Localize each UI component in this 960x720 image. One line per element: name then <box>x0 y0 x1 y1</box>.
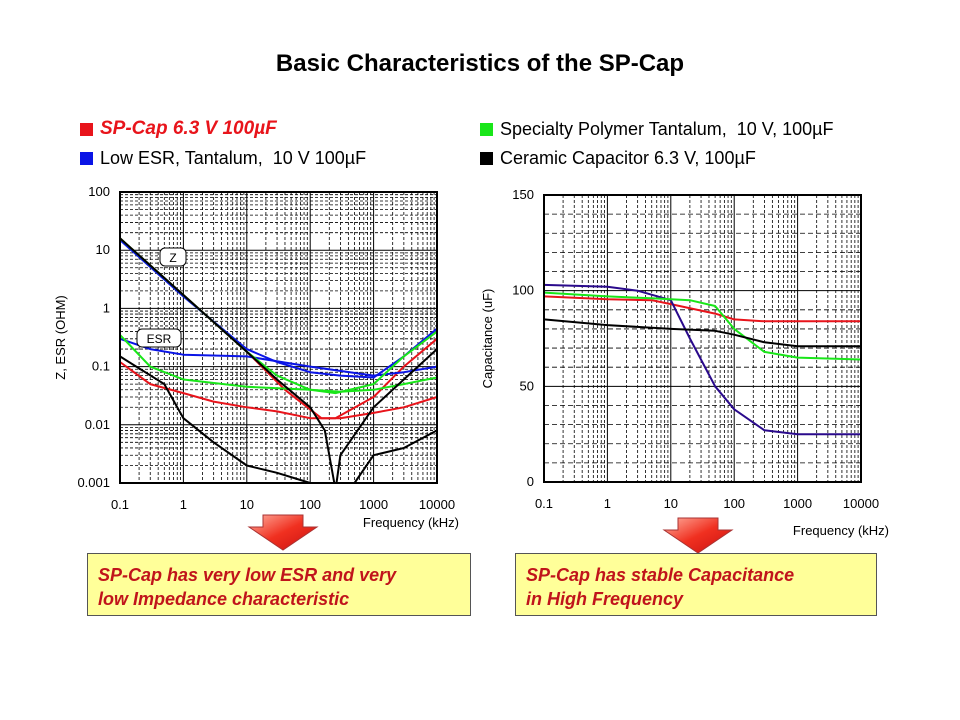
conclusion-line: SP-Cap has very low ESR and very <box>98 565 397 585</box>
series-line-sp-cap <box>543 295 861 323</box>
callout-esr-box <box>136 328 182 348</box>
x-tick-label: 1000 <box>783 496 812 511</box>
plot-area <box>544 195 861 482</box>
down-arrow-left <box>247 514 319 551</box>
down-arrow-right <box>662 517 734 554</box>
y-tick-label: 1 <box>103 300 110 315</box>
y-axis-label: Capacitance (uF) <box>480 289 495 389</box>
plot-frame <box>119 191 438 484</box>
conclusion-line: in High Frequency <box>526 589 684 609</box>
legend-label: Ceramic Capacitor 6.3 V, 100µF <box>500 148 756 168</box>
legend-swatch <box>80 122 93 136</box>
x-tick-label: 1 <box>180 497 187 512</box>
y-tick-label: 0 <box>527 474 534 489</box>
legend-item-polymer-tantalum: Specialty Polymer Tantalum, 10 V, 100µF <box>480 119 834 140</box>
x-tick-label: 10 <box>664 496 678 511</box>
legend-item-ceramic: Ceramic Capacitor 6.3 V, 100µF <box>480 148 756 169</box>
series-line-specialty-polymer-tantalum-esr <box>119 334 438 393</box>
series-line-ceramic-capacitor-z <box>119 237 438 484</box>
conclusion-box-left: SP-Cap has very low ESR and very low Imp… <box>87 553 471 616</box>
conclusion-line: SP-Cap has stable Capacitance <box>526 565 795 585</box>
x-tick-label: 100 <box>299 497 321 512</box>
callout-z-label: Z <box>169 251 176 265</box>
conclusion-line: low Impedance characteristic <box>98 589 350 609</box>
series-line-specialty-polymer-tantalum <box>543 291 862 361</box>
impedance-esr-chart: 0.1 1 10 100 1000 10000 0.001 0.01 0.1 1 10 100 Freq… <box>53 184 459 530</box>
series-line-low-esr-tantalum <box>543 283 861 436</box>
legend-swatch <box>480 123 493 136</box>
legend-label: Specialty Polymer Tantalum, 10 V, 100µF <box>500 119 834 139</box>
legend-item-sp-cap: SP-Cap 6.3 V 100µF <box>80 118 277 140</box>
legend-swatch <box>80 152 93 165</box>
x-tick-label: 10 <box>240 497 254 512</box>
x-axis-label: Frequency (kHz) <box>793 523 889 538</box>
x-axis-label: Frequency (kHz) <box>363 515 459 530</box>
series-line-sp-cap-esr <box>119 361 438 420</box>
x-tick-label: 0.1 <box>111 497 129 512</box>
x-tick-label: 10000 <box>419 497 455 512</box>
callout-z-box <box>159 247 187 267</box>
x-tick-label: 1000 <box>359 497 388 512</box>
y-tick-label: 0.1 <box>92 359 110 374</box>
y-tick-label: 150 <box>512 187 534 202</box>
y-tick-label: 50 <box>520 378 534 393</box>
legend-label: SP-Cap 6.3 V 100µF <box>100 118 277 139</box>
conclusion-box-right: SP-Cap has stable Capacitance in High Fr… <box>515 553 877 616</box>
y-tick-label: 100 <box>512 283 534 298</box>
x-tick-label: 1 <box>604 496 611 511</box>
slide-title: Basic Characteristics of the SP-Cap <box>275 50 685 77</box>
series-line-ceramic-capacitor <box>543 318 861 348</box>
legend-label: Low ESR, Tantalum, 10 V 100µF <box>100 148 367 168</box>
callout-esr-label: ESR <box>147 332 172 346</box>
x-tick-label: 100 <box>723 496 745 511</box>
y-tick-label: 0.01 <box>85 417 110 432</box>
x-tick-label: 10000 <box>843 496 879 511</box>
y-tick-label: 100 <box>88 184 110 199</box>
capacitance-chart: 0.1 1 10 100 1000 10000 0 50 100 150 Frequency (kH… <box>480 187 889 538</box>
legend-swatch <box>480 152 493 165</box>
plot-frame <box>543 194 862 483</box>
y-axis-label: Z, ESR (OHM) <box>53 295 68 380</box>
x-tick-label: 0.1 <box>535 496 553 511</box>
y-tick-label: 10 <box>96 242 110 257</box>
legend-item-low-esr-tantalum: Low ESR, Tantalum, 10 V 100µF <box>80 148 366 169</box>
series-line-low-esr-tantalum-esr <box>119 337 438 377</box>
series-line-ceramic-capacitor-esr <box>119 355 438 484</box>
y-tick-label: 0.001 <box>77 475 110 490</box>
